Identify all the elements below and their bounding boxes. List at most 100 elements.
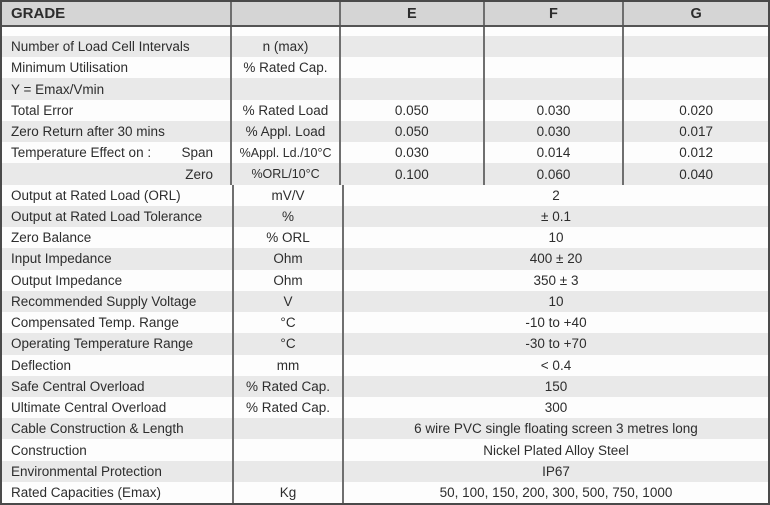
header-col-g: G [690, 5, 702, 22]
value-g: 0.017 [679, 124, 714, 140]
table-row: Compensated Temp. Range °C -10 to +40 [2, 312, 768, 334]
row-label: Input Impedance [2, 248, 234, 270]
table-row: Number of Load Cell Intervals n (max) [2, 36, 768, 58]
table-row: Temperature Effect on : Span %Appl. Ld./… [2, 142, 768, 164]
table-row: Construction Nickel Plated Alloy Steel [2, 439, 768, 461]
value-merged: 350 ± 3 [533, 272, 579, 288]
row-unit [234, 418, 344, 440]
row-label: Y = Emax/Vmin [2, 78, 232, 100]
row-label-sub: Span [181, 145, 214, 161]
table-row: Deflection mm < 0.4 [2, 354, 768, 376]
table-row: Y = Emax/Vmin [2, 78, 768, 100]
row-unit: Ohm [234, 269, 344, 291]
table-row: Output at Rated Load (ORL) mV/V 2 [2, 184, 768, 206]
row-unit: n (max) [232, 36, 341, 58]
table-row: Output at Rated Load Tolerance % ± 0.1 [2, 205, 768, 228]
row-label-main: Temperature Effect on : [11, 145, 152, 161]
row-label: Number of Load Cell Intervals [2, 36, 232, 58]
header-unit [232, 2, 341, 25]
value-merged: 10 [548, 230, 564, 246]
table-row: Rated Capacities (Emax) Kg 50, 100, 150,… [2, 481, 768, 503]
value-e: 0.050 [341, 99, 485, 121]
table-row: Operating Temperature Range °C -30 to +7… [2, 333, 768, 355]
row-label: Output Impedance [2, 269, 234, 291]
value-merged: < 0.4 [540, 357, 572, 373]
value-g [624, 57, 768, 78]
row-label: Temperature Effect on : Span [2, 142, 233, 164]
value-g [624, 36, 768, 57]
value-e [341, 57, 485, 79]
row-unit: %ORL/10°C [232, 163, 342, 185]
value-merged: 10 [548, 293, 564, 309]
value-g: 0.012 [679, 145, 714, 161]
row-label: Safe Central Overload [2, 375, 234, 397]
row-label: Rated Capacities (Emax) [2, 481, 234, 503]
value-merged: -30 to +70 [525, 336, 587, 352]
value-e: 0.050 [341, 120, 485, 143]
table-row: Ultimate Central Overload % Rated Cap. 3… [2, 396, 768, 419]
value-f: 0.030 [485, 99, 625, 121]
value-merged: 50, 100, 150, 200, 300, 500, 750, 1000 [439, 485, 673, 501]
value-merged: ± 0.1 [541, 208, 571, 224]
value-f [485, 36, 625, 58]
row-label: Compensated Temp. Range [2, 312, 234, 334]
row-label: Cable Construction & Length [2, 418, 234, 440]
row-label: Zero Return after 30 mins [2, 120, 232, 143]
row-unit: Kg [234, 481, 344, 503]
row-label: Environmental Protection [2, 460, 234, 482]
value-merged: 400 ± 20 [529, 251, 583, 267]
header-spacer-row [2, 27, 768, 36]
value-merged: 6 wire PVC single floating screen 3 metr… [414, 421, 698, 437]
row-unit: % Rated Load [232, 99, 341, 121]
value-f [485, 78, 625, 100]
value-merged: Nickel Plated Alloy Steel [483, 442, 629, 458]
table-row: Recommended Supply Voltage V 10 [2, 290, 768, 313]
table-row: Zero %ORL/10°C 0.100 0.060 0.040 [2, 163, 768, 185]
row-label: Construction [2, 439, 234, 461]
row-unit [234, 439, 344, 461]
row-unit: V [234, 290, 344, 313]
table-row: Cable Construction & Length 6 wire PVC s… [2, 418, 768, 440]
header-col-f: F [485, 2, 625, 25]
row-label: Ultimate Central Overload [2, 396, 234, 419]
row-unit: Ohm [234, 248, 344, 270]
table-row: Input Impedance Ohm 400 ± 20 [2, 248, 768, 270]
value-f [485, 57, 625, 79]
row-unit: % Rated Cap. [234, 375, 344, 397]
header-grade: GRADE [2, 2, 232, 25]
table-row: Zero Return after 30 mins % Appl. Load 0… [2, 120, 768, 143]
row-label: Operating Temperature Range [2, 333, 234, 355]
value-g [624, 78, 768, 99]
row-unit: mV/V [234, 184, 344, 206]
value-g: 0.020 [679, 102, 714, 118]
row-label: Minimum Utilisation [2, 57, 232, 79]
value-merged: 150 [544, 378, 568, 394]
value-f: 0.060 [485, 163, 625, 185]
value-f: 0.030 [485, 120, 625, 143]
row-unit: mm [234, 354, 344, 376]
value-merged: 300 [544, 400, 568, 416]
value-merged: IP67 [542, 463, 570, 479]
table-row: Environmental Protection IP67 [2, 460, 768, 482]
row-unit: °C [234, 312, 344, 334]
row-unit: % [234, 205, 344, 228]
row-label: Total Error [2, 99, 232, 121]
row-unit: % Rated Cap. [234, 396, 344, 419]
table-row: Total Error % Rated Load 0.050 0.030 0.0… [2, 99, 768, 121]
value-e: 0.030 [341, 142, 485, 164]
row-label: Output at Rated Load Tolerance [2, 205, 234, 228]
value-g: 0.040 [679, 166, 714, 182]
row-unit: % ORL [234, 227, 344, 249]
value-merged: -10 to +40 [525, 315, 587, 331]
row-unit [232, 78, 341, 100]
row-label: Output at Rated Load (ORL) [2, 184, 234, 206]
row-unit: % Appl. Load [232, 120, 341, 143]
row-unit: °C [234, 333, 344, 355]
value-e [341, 36, 485, 58]
table-row: Output Impedance Ohm 350 ± 3 [2, 269, 768, 291]
value-e: 0.100 [341, 163, 485, 185]
value-e [341, 78, 485, 100]
row-label: Zero Balance [2, 227, 234, 249]
value-f: 0.014 [485, 142, 625, 164]
